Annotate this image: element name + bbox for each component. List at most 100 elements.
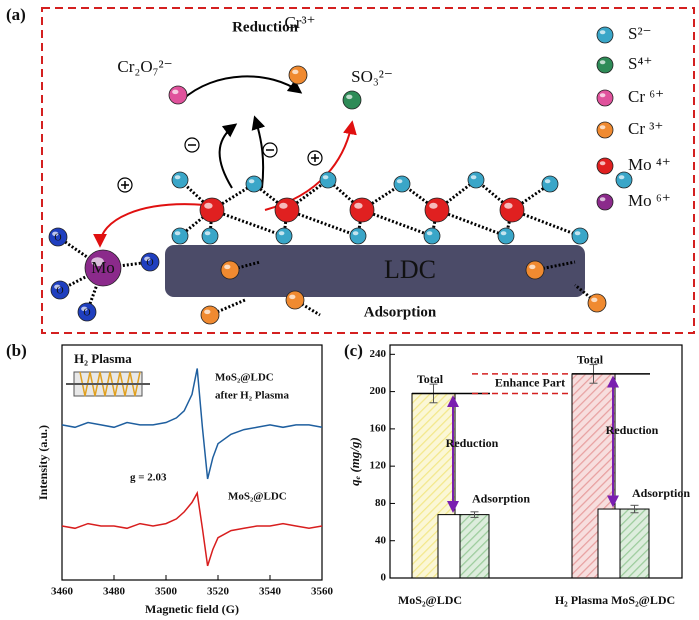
atom — [497, 227, 515, 245]
atom-highlight — [172, 89, 179, 95]
atom-highlight — [81, 306, 88, 312]
atom-highlight — [346, 94, 353, 100]
legend-label: Mo ⁶⁺ — [628, 191, 671, 210]
atom — [349, 197, 375, 223]
x-tick-label: 3480 — [103, 586, 126, 598]
atom-highlight — [599, 93, 606, 98]
atom-highlight — [396, 179, 403, 184]
panel-label: (a) — [6, 5, 26, 24]
atom — [423, 227, 441, 245]
y-tick-label: 120 — [370, 460, 387, 472]
atom-highlight — [322, 175, 329, 180]
atom-highlight — [426, 231, 433, 236]
atom-highlight — [279, 202, 288, 209]
atom-highlight — [174, 231, 181, 236]
atom-highlight — [52, 231, 59, 237]
legend-label: Cr ³⁺ — [628, 119, 663, 138]
annotation: Reduction — [606, 423, 659, 437]
atom — [571, 227, 589, 245]
atom-highlight — [618, 175, 625, 180]
inset-coil — [119, 371, 131, 397]
atom — [285, 290, 305, 310]
atom — [245, 175, 263, 193]
y-tick-label: 160 — [370, 422, 387, 434]
ldc-label: LDC — [384, 255, 436, 284]
atom-highlight — [278, 231, 285, 236]
plot-frame — [389, 344, 683, 579]
atom-highlight — [599, 125, 606, 130]
atom — [275, 227, 293, 245]
atom-highlight — [599, 161, 606, 166]
annotation: MoS₂@LDC — [228, 491, 287, 503]
atom-highlight — [599, 197, 606, 202]
x-tick-label: 3500 — [155, 586, 178, 598]
oxidation-arrow — [264, 120, 357, 211]
atom-highlight — [504, 202, 513, 209]
annotation: after H₂ Plasma — [215, 390, 289, 402]
bar-label: Total — [577, 353, 604, 367]
annotation: Enhance Part — [495, 375, 565, 389]
panel-a-frame — [41, 7, 695, 334]
electron-arrow — [251, 115, 266, 189]
atom — [541, 175, 559, 193]
atom — [467, 171, 485, 189]
bar-label: Total — [417, 372, 444, 386]
atom-highlight — [591, 297, 598, 303]
atom-highlight — [144, 256, 151, 262]
atom — [349, 227, 367, 245]
atom-label: O — [146, 257, 153, 268]
atom-label: O — [56, 285, 63, 296]
y-tick-label: 240 — [370, 348, 387, 360]
inset-coil — [129, 371, 141, 397]
oxidation-arrow — [93, 203, 206, 248]
inset-coil — [99, 371, 111, 397]
panel-label: (b) — [6, 341, 27, 360]
bar — [619, 508, 650, 579]
spectrum-line — [61, 368, 323, 480]
atom-label: Mo — [91, 258, 115, 277]
y-tick-label: 200 — [370, 385, 387, 397]
bond — [534, 260, 576, 272]
atom — [596, 193, 614, 211]
y-axis-label: qₑ (mg/g) — [347, 437, 362, 486]
legend-label: Mo ⁴⁺ — [628, 155, 671, 174]
atom — [171, 171, 189, 189]
x-tick-label: MoS₂@LDC — [398, 593, 462, 607]
bar — [459, 514, 490, 579]
annotation: g = 2.03 — [130, 472, 167, 484]
atom-highlight — [500, 231, 507, 236]
bond — [179, 208, 213, 238]
atom-highlight — [204, 231, 211, 236]
atom — [596, 26, 614, 44]
bond — [211, 208, 285, 238]
y-tick-label: 40 — [375, 534, 387, 546]
reduction-arrow — [181, 75, 303, 101]
y-tick-label: 0 — [381, 572, 387, 584]
atom — [288, 65, 308, 85]
atom-highlight — [204, 309, 211, 315]
atom-label: O — [54, 232, 61, 243]
plot-frame — [61, 344, 323, 581]
atom-highlight — [174, 175, 181, 180]
atom-highlight — [224, 264, 231, 270]
bar-label: Adsorption — [472, 491, 530, 505]
atom — [171, 227, 189, 245]
inset-coil — [109, 371, 121, 397]
atom — [201, 227, 219, 245]
bond — [361, 208, 433, 238]
atom — [596, 157, 614, 175]
reduction-box — [597, 508, 621, 579]
atom-highlight — [91, 257, 104, 267]
diagram-title: Reduction — [232, 19, 298, 35]
process-label: Adsorption — [364, 304, 437, 320]
atom — [596, 89, 614, 107]
annotation: Reduction — [446, 436, 499, 450]
reduction-box — [437, 514, 461, 579]
atom-highlight — [354, 202, 363, 209]
x-tick-label: H₂ Plasma MoS₂@LDC — [555, 593, 675, 607]
atom — [393, 175, 411, 193]
atom — [274, 197, 300, 223]
atom-highlight — [529, 264, 536, 270]
legend-label: S²⁻ — [628, 24, 652, 43]
